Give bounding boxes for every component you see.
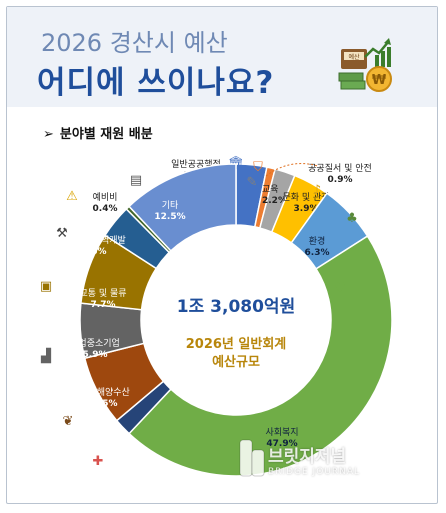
section-heading: ➢ 분야별 재원 배분 — [43, 123, 153, 142]
leaf-icon: ❦ — [63, 414, 74, 429]
health-cross-icon: ✚ — [93, 454, 104, 469]
value-slice-7: 1.9% — [110, 449, 135, 459]
value-slice-6: 47.9% — [266, 439, 297, 449]
label-slice-12: 예비비 — [93, 192, 118, 203]
value-slice-10: 7.7% — [91, 300, 116, 310]
watermark-logo-icon — [239, 439, 265, 477]
center-line-2: 예산규모 — [212, 354, 260, 370]
watermark-name: 브릿지저널 — [268, 447, 347, 467]
value-slice-4: 3.9% — [294, 204, 319, 214]
document-icon: ▤ — [130, 173, 142, 188]
value-slice-11: 3.6% — [82, 247, 107, 257]
label-slice-7: 보건 — [114, 437, 131, 448]
label-slice-4: 문화 및 관광 — [282, 191, 329, 203]
section-label: 분야별 재원 배분 — [59, 127, 153, 142]
donut-slice-13 — [128, 163, 237, 252]
culture-icon: ♪ — [313, 183, 321, 198]
label-slice-2: 공공질서 및 안전 — [308, 162, 372, 174]
page-title: 2026 경산시 예산 — [41, 29, 228, 57]
value-slice-5: 6.3% — [305, 248, 330, 258]
section-arrow-icon: ➢ — [43, 127, 54, 142]
label-slice-3: 교육 — [262, 184, 279, 195]
label-slice-13: 기타 — [162, 200, 179, 211]
watermark-sub: BRIDGE JOURNAL — [268, 467, 361, 477]
center-line-1: 2026년 일반회계 — [186, 336, 287, 352]
education-icon: ✎ — [247, 175, 258, 190]
welfare-icon: ♥ — [334, 281, 346, 296]
donut-slice-6 — [128, 235, 393, 477]
value-slice-2: 0.9% — [328, 175, 353, 185]
label-slice-9: 산업중소기업 — [70, 338, 120, 349]
watermark: 브릿지저널 BRIDGE JOURNAL — [268, 442, 360, 477]
tree-icon: ♣ — [346, 211, 358, 226]
value-slice-3: 2.2% — [262, 196, 287, 206]
page-subtitle: 어디에 쓰이나요? — [37, 65, 275, 101]
value-slice-12: 0.4% — [93, 204, 118, 214]
label-slice-11: 국토 및 지역개발 — [62, 234, 126, 246]
warning-icon: ⚠ — [66, 189, 78, 204]
value-slice-13: 12.5% — [154, 212, 185, 222]
budget-money-icon: 예산 ₩ — [338, 38, 392, 92]
label-slice-8: 농림해양수산 — [80, 386, 130, 398]
value-slice-9: 5.9% — [83, 350, 108, 360]
label-slice-10: 교통 및 물류 — [79, 287, 126, 299]
label-slice-5: 환경 — [309, 235, 326, 247]
leader-line — [265, 163, 319, 177]
value-slice-8: 7.5% — [93, 399, 118, 409]
budget-badge-text: 예산 — [348, 53, 360, 61]
header-band: 2026 경산시 예산 어디에 쓰이나요? 예산 ₩ — [7, 7, 437, 107]
center-total: 1조 3,080억원 — [177, 297, 295, 317]
construction-icon: ⚒ — [56, 226, 68, 241]
factory-icon: ▟ — [40, 347, 52, 364]
bus-icon: ▣ — [40, 279, 52, 294]
shield-icon: ⛉ — [253, 160, 263, 175]
svg-text:₩: ₩ — [372, 73, 387, 88]
label-slice-6: 사회복지 — [265, 427, 298, 438]
